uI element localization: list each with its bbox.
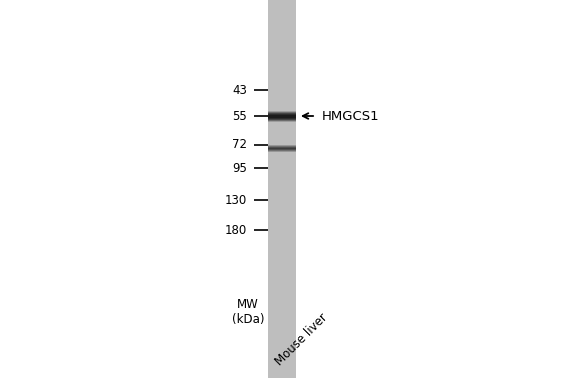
Text: Mouse liver: Mouse liver xyxy=(273,311,330,368)
Text: 72: 72 xyxy=(232,138,247,152)
Bar xyxy=(268,115,296,116)
Text: MW
(kDa): MW (kDa) xyxy=(232,298,264,326)
Text: 95: 95 xyxy=(232,161,247,175)
Text: 55: 55 xyxy=(232,110,247,122)
Bar xyxy=(268,150,296,152)
Bar xyxy=(268,149,296,150)
Bar xyxy=(268,144,296,146)
Text: HMGCS1: HMGCS1 xyxy=(322,110,379,122)
Bar xyxy=(268,110,296,112)
Bar xyxy=(268,113,296,115)
Text: 43: 43 xyxy=(232,84,247,96)
Bar xyxy=(268,112,296,113)
Bar xyxy=(268,0,296,378)
Text: 180: 180 xyxy=(225,223,247,237)
Bar xyxy=(268,119,296,121)
Bar xyxy=(268,116,296,118)
Bar xyxy=(268,146,296,147)
Bar xyxy=(268,118,296,119)
Text: 130: 130 xyxy=(225,194,247,206)
Bar xyxy=(268,147,296,149)
